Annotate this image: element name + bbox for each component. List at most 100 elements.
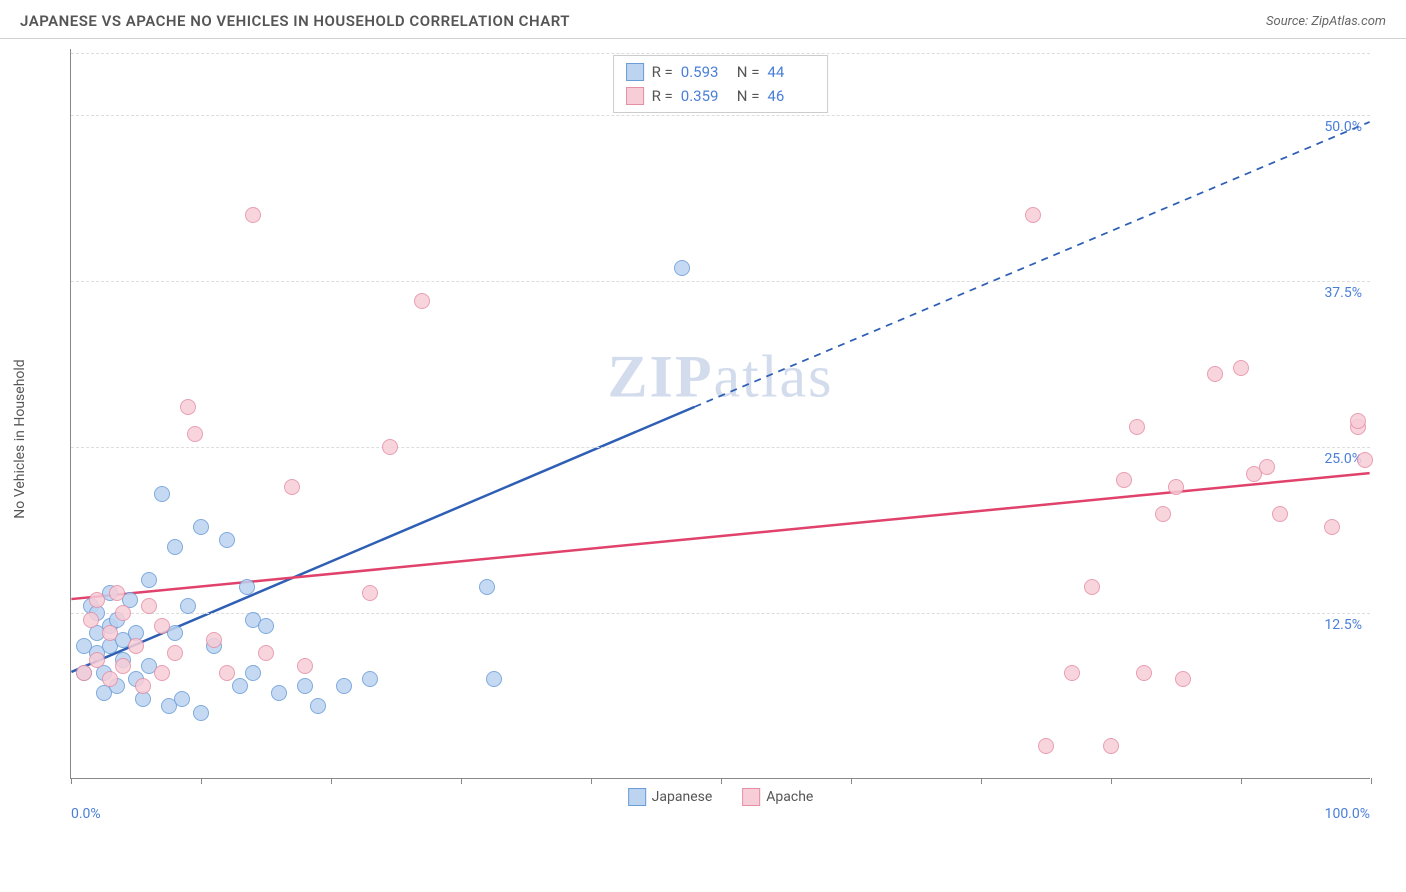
scatter-point	[102, 671, 118, 687]
x-tick	[1371, 778, 1372, 784]
x-tick	[591, 778, 592, 784]
x-tick	[1241, 778, 1242, 784]
r-label: R =	[652, 84, 673, 108]
scatter-point	[1259, 459, 1275, 475]
scatter-point	[1038, 738, 1054, 754]
scatter-point	[102, 625, 118, 641]
scatter-point	[414, 293, 430, 309]
scatter-point	[284, 479, 300, 495]
scatter-point	[180, 399, 196, 415]
scatter-point	[187, 426, 203, 442]
scatter-point	[76, 665, 92, 681]
x-tick	[1111, 778, 1112, 784]
scatter-point	[1136, 665, 1152, 681]
x-axis-min-label: 0.0%	[71, 806, 101, 822]
scatter-point	[486, 671, 502, 687]
scatter-point	[167, 539, 183, 555]
scatter-point	[1155, 506, 1171, 522]
series-swatch	[626, 87, 644, 105]
scatter-point	[193, 519, 209, 535]
n-value: 44	[767, 60, 815, 84]
stats-box: R = 0.593 N = 44 R = 0.359 N = 46	[613, 55, 829, 113]
scatter-point	[232, 678, 248, 694]
x-tick	[331, 778, 332, 784]
scatter-point	[297, 658, 313, 674]
scatter-point	[154, 618, 170, 634]
scatter-point	[362, 585, 378, 601]
scatter-point	[362, 671, 378, 687]
scatter-point	[1350, 413, 1366, 429]
scatter-point	[109, 585, 125, 601]
y-axis-label: No Vehicles in Household	[12, 359, 28, 518]
y-tick-label: 50.0%	[1324, 119, 1362, 135]
legend-item: Apache	[742, 788, 813, 806]
x-tick	[981, 778, 982, 784]
scatter-point	[245, 665, 261, 681]
scatter-point	[206, 632, 222, 648]
scatter-point	[479, 579, 495, 595]
scatter-point	[1357, 452, 1373, 468]
scatter-point	[115, 658, 131, 674]
trend-line-dashed	[695, 122, 1370, 407]
legend-label: Apache	[766, 789, 813, 805]
scatter-point	[382, 439, 398, 455]
scatter-point	[219, 665, 235, 681]
scatter-point	[1064, 665, 1080, 681]
scatter-point	[245, 207, 261, 223]
scatter-point	[219, 532, 235, 548]
legend-item: Japanese	[628, 788, 713, 806]
r-value: 0.359	[681, 84, 729, 108]
scatter-point	[89, 652, 105, 668]
scatter-point	[180, 598, 196, 614]
scatter-point	[1207, 366, 1223, 382]
x-tick	[201, 778, 202, 784]
grid-line	[71, 447, 1370, 448]
scatter-point	[135, 678, 151, 694]
n-label: N =	[737, 60, 760, 84]
trend-lines	[71, 49, 1370, 778]
scatter-point	[1025, 207, 1041, 223]
r-value: 0.593	[681, 60, 729, 84]
scatter-point	[258, 645, 274, 661]
scatter-point	[128, 638, 144, 654]
chart-title: JAPANESE VS APACHE NO VEHICLES IN HOUSEH…	[20, 12, 570, 30]
watermark-atlas: atlas	[714, 344, 834, 410]
chart-source: Source: ZipAtlas.com	[1266, 14, 1386, 29]
watermark: ZIPatlas	[608, 343, 834, 412]
y-tick-label: 12.5%	[1324, 617, 1362, 633]
scatter-point	[154, 486, 170, 502]
stats-row: R = 0.359 N = 46	[626, 84, 816, 108]
scatter-point	[297, 678, 313, 694]
n-value: 46	[767, 84, 815, 108]
legend-swatch	[628, 788, 646, 806]
scatter-point	[1233, 360, 1249, 376]
x-tick	[71, 778, 72, 784]
grid-line	[71, 115, 1370, 116]
scatter-point	[1272, 506, 1288, 522]
r-label: R =	[652, 60, 673, 84]
scatter-point	[89, 592, 105, 608]
stats-row: R = 0.593 N = 44	[626, 60, 816, 84]
scatter-point	[174, 691, 190, 707]
scatter-point	[141, 572, 157, 588]
x-tick	[851, 778, 852, 784]
scatter-point	[239, 579, 255, 595]
y-tick-label: 37.5%	[1324, 285, 1362, 301]
grid-line	[71, 281, 1370, 282]
legend: Japanese Apache	[628, 788, 814, 806]
grid-line	[71, 53, 1370, 54]
scatter-point	[115, 605, 131, 621]
plot-area: ZIPatlas R =0.593N =44R =0.359N =46 0.0%…	[70, 49, 1370, 779]
legend-swatch	[742, 788, 760, 806]
scatter-point	[1324, 519, 1340, 535]
n-label: N =	[737, 84, 760, 108]
scatter-point	[193, 705, 209, 721]
scatter-point	[1175, 671, 1191, 687]
scatter-point	[258, 618, 274, 634]
watermark-zip: ZIP	[608, 344, 714, 410]
scatter-point	[1103, 738, 1119, 754]
x-tick	[461, 778, 462, 784]
series-swatch	[626, 63, 644, 81]
scatter-point	[674, 260, 690, 276]
scatter-point	[154, 665, 170, 681]
